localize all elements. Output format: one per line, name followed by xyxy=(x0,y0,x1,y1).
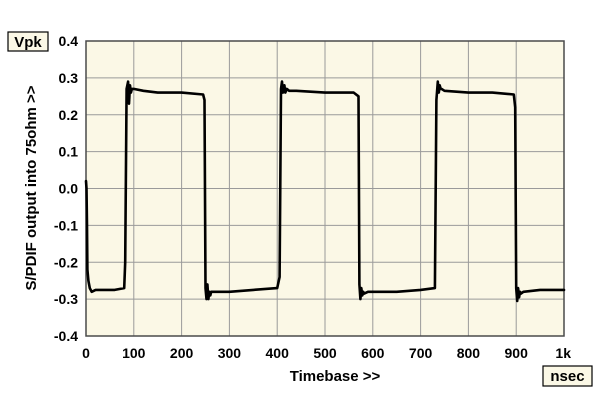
x-unit-box xyxy=(542,365,593,387)
x-tick-label: 1k xyxy=(555,345,571,361)
y-tick-label: 0.3 xyxy=(59,70,79,86)
x-tick-label: 400 xyxy=(266,345,290,361)
y-tick-label: -0.1 xyxy=(54,217,78,233)
y-unit-box xyxy=(7,31,49,52)
y-tick-label: -0.3 xyxy=(54,291,78,307)
signal-trace xyxy=(84,80,566,303)
x-tick-label: 100 xyxy=(122,345,146,361)
x-tick-label: 600 xyxy=(361,345,385,361)
y-tick-label: 0.1 xyxy=(59,144,79,160)
x-tick-label: 500 xyxy=(313,345,337,361)
y-tick-label: -0.4 xyxy=(54,328,78,344)
x-tick-label: 900 xyxy=(505,345,529,361)
x-tick-label: 200 xyxy=(170,345,194,361)
grid xyxy=(86,41,564,336)
x-tick-label: 300 xyxy=(218,345,242,361)
y-tick-label: 0.2 xyxy=(59,107,79,123)
x-tick-labels: 0 100 200 300 400 500 600 700 800 900 1k xyxy=(82,345,571,361)
y-tick-labels: 0.4 0.3 0.2 0.1 0.0 -0.1 -0.2 -0.3 -0.4 xyxy=(54,33,78,344)
y-unit-label: Vpk xyxy=(14,34,42,51)
x-tick-label: 700 xyxy=(409,345,433,361)
x-unit-label: nsec xyxy=(550,368,584,385)
y-axis-title: S/PDIF output into 75ohm >> xyxy=(23,85,40,290)
y-unit-badge: Vpk xyxy=(7,31,49,52)
y-tick-label: -0.2 xyxy=(54,254,78,270)
x-unit-badge: nsec xyxy=(542,365,593,387)
y-tick-label: 0.0 xyxy=(59,181,79,197)
x-axis-title: Timebase >> xyxy=(290,368,381,385)
x-tick-label: 800 xyxy=(457,345,481,361)
x-tick-label: 0 xyxy=(82,345,90,361)
y-tick-label: 0.4 xyxy=(59,33,79,49)
